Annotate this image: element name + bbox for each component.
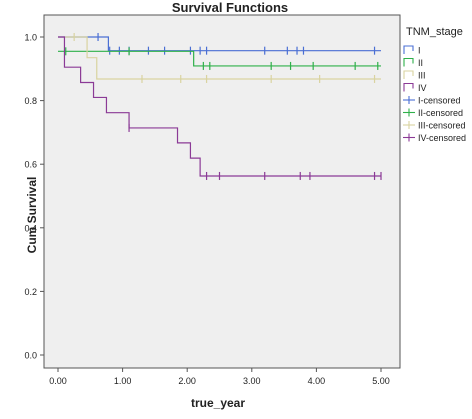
x-tick-label: 2.00 <box>178 376 196 386</box>
y-tick-label: 0.6 <box>24 160 37 170</box>
legend-label: II <box>418 58 423 68</box>
legend: TNM_stage IIIIIIIVI-censoredII-censoredI… <box>403 26 466 143</box>
series-layer <box>58 33 382 180</box>
y-axis-label: Cum Survival <box>25 177 39 254</box>
legend-label: I-censored <box>418 96 461 106</box>
plot-area <box>43 14 401 369</box>
x-tick-label: 1.00 <box>114 376 132 386</box>
y-tick-label: 0.8 <box>24 96 37 106</box>
legend-label: II-censored <box>418 108 463 118</box>
x-tick-label: 0.00 <box>49 376 67 386</box>
x-axis-label: true_year <box>191 396 245 410</box>
chart-title: Survival Functions <box>172 0 288 15</box>
legend-label: III-censored <box>418 121 466 131</box>
legend-label: IV-censored <box>418 133 466 143</box>
legend-label: III <box>418 71 426 81</box>
y-tick-label: 0.0 <box>24 351 37 361</box>
series-line-IV <box>58 36 381 177</box>
series-line-II <box>58 50 381 67</box>
legend-line-symbol <box>403 70 414 79</box>
x-tick-label: 5.00 <box>372 376 390 386</box>
legend-line-symbol <box>403 82 414 92</box>
y-tick-label: 0.2 <box>24 287 37 297</box>
legend-label: IV <box>418 83 427 93</box>
y-tick-label: 0.4 <box>24 223 37 233</box>
legend-line-symbol <box>403 45 414 54</box>
legend-title: TNM_stage <box>406 26 463 38</box>
series-line-III <box>58 36 381 80</box>
y-axis: 0.0 0.2 0.4 0.6 0.8 1.0 <box>24 33 44 361</box>
legend-label: I <box>418 46 421 56</box>
x-tick-label: 3.00 <box>243 376 261 386</box>
legend-line-symbol <box>403 57 414 67</box>
x-axis: 0.00 1.00 2.00 3.00 4.00 5.00 <box>49 368 390 386</box>
y-tick-label: 1.0 <box>24 33 37 43</box>
x-tick-label: 4.00 <box>308 376 326 386</box>
